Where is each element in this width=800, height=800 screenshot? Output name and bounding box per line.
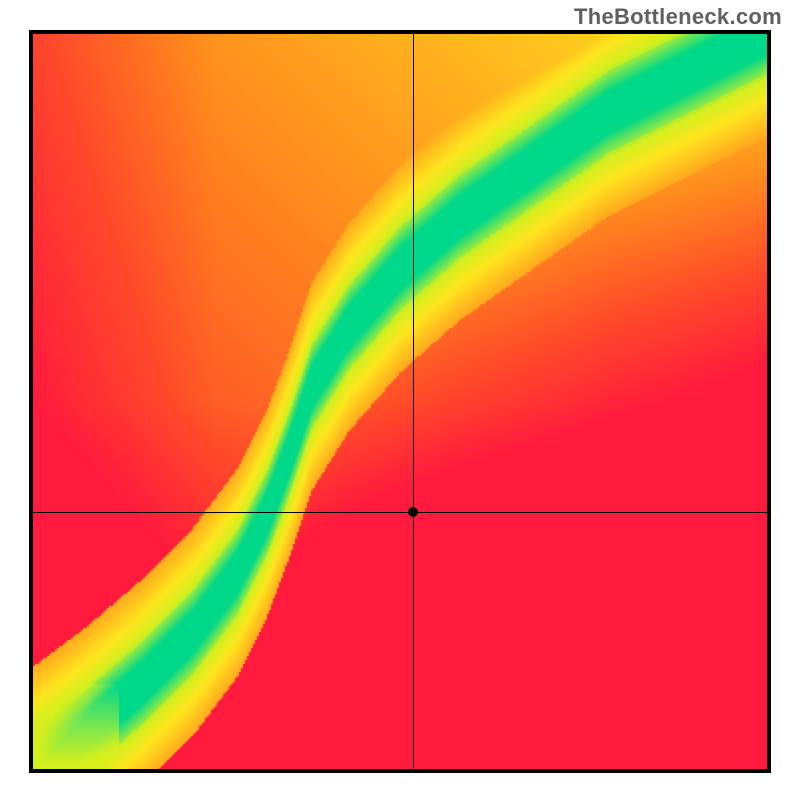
heatmap-canvas xyxy=(29,30,771,773)
plot-border-bottom xyxy=(29,769,771,773)
crosshair-horizontal xyxy=(29,512,771,513)
plot-area xyxy=(29,30,771,773)
plot-border-left xyxy=(29,30,33,773)
watermark-text: TheBottleneck.com xyxy=(574,4,782,30)
crosshair-dot xyxy=(408,507,418,517)
plot-border-right xyxy=(767,30,771,773)
plot-border-top xyxy=(29,30,771,34)
crosshair-vertical xyxy=(413,30,414,773)
